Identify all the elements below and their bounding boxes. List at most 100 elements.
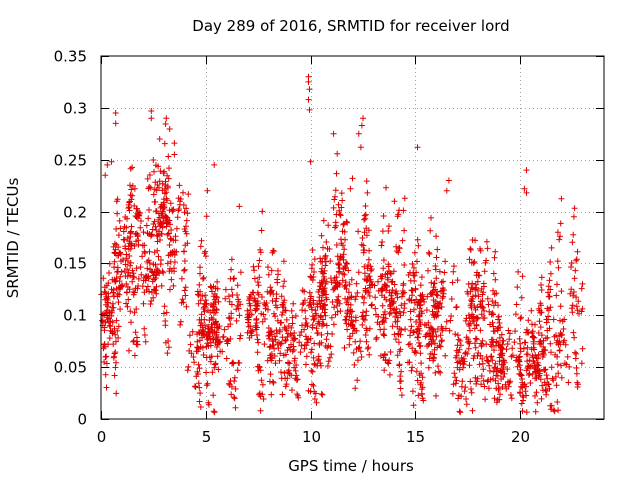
- data-point: [537, 309, 544, 316]
- data-point: [571, 205, 578, 212]
- data-point: [396, 245, 403, 252]
- data-point: [210, 392, 217, 399]
- data-point: [292, 367, 299, 374]
- data-point: [306, 106, 313, 113]
- data-point: [525, 372, 532, 378]
- data-point: [168, 227, 175, 233]
- data-point: [115, 232, 122, 239]
- data-point: [426, 324, 432, 331]
- data-point: [407, 327, 414, 334]
- data-point: [484, 245, 491, 252]
- data-point: [465, 345, 472, 352]
- data-point: [477, 247, 484, 254]
- data-point: [157, 168, 164, 175]
- data-point: [173, 225, 180, 232]
- data-point: [165, 175, 172, 182]
- data-point: [186, 332, 193, 339]
- data-point: [200, 352, 207, 358]
- data-point: [133, 334, 140, 341]
- data-point: [428, 291, 435, 298]
- data-point: [320, 244, 326, 251]
- data-point: [304, 339, 311, 346]
- data-point: [233, 306, 240, 313]
- data-point: [428, 214, 434, 221]
- data-point: [275, 345, 282, 352]
- data-point: [353, 327, 360, 334]
- data-point: [102, 289, 109, 296]
- data-point: [253, 317, 260, 323]
- data-point: [160, 310, 167, 317]
- data-point: [359, 235, 366, 241]
- data-point: [210, 304, 217, 310]
- data-point: [520, 345, 527, 352]
- data-point: [433, 392, 439, 399]
- data-point: [341, 344, 348, 351]
- data-point: [177, 196, 184, 202]
- data-point: [142, 250, 148, 256]
- data-point: [401, 262, 408, 268]
- data-point: [173, 249, 180, 255]
- data-point: [320, 273, 327, 280]
- data-point: [177, 321, 184, 328]
- data-point: [405, 341, 412, 348]
- data-point: [127, 240, 134, 247]
- data-point: [309, 247, 316, 253]
- data-point: [210, 408, 217, 415]
- data-point: [557, 317, 563, 324]
- data-point: [433, 254, 440, 261]
- data-point: [167, 258, 174, 265]
- data-point: [517, 390, 524, 397]
- data-point: [147, 233, 154, 240]
- x-tick-label: 15: [406, 428, 425, 446]
- data-point: [529, 371, 536, 377]
- data-point: [170, 206, 177, 213]
- data-point: [468, 297, 475, 304]
- data-point: [380, 213, 387, 219]
- data-point: [467, 288, 474, 295]
- data-point: [143, 222, 150, 229]
- data-point: [415, 242, 422, 249]
- data-point: [416, 305, 423, 312]
- data-point: [382, 352, 388, 359]
- data-point: [318, 298, 325, 305]
- data-point: [310, 316, 317, 323]
- data-point: [406, 359, 413, 366]
- data-point: [316, 286, 323, 293]
- data-point: [361, 247, 368, 254]
- data-point: [474, 304, 481, 311]
- data-point: [176, 206, 183, 212]
- data-point: [289, 387, 295, 394]
- data-point: [351, 361, 358, 368]
- data-point: [319, 270, 326, 276]
- data-point: [303, 361, 309, 368]
- data-point: [522, 339, 529, 346]
- data-point: [344, 260, 351, 267]
- data-point: [388, 292, 395, 299]
- data-point: [573, 294, 580, 301]
- data-point: [124, 215, 130, 222]
- data-point: [113, 275, 120, 282]
- data-point: [516, 353, 523, 360]
- data-point: [347, 301, 354, 308]
- data-point: [413, 319, 420, 325]
- data-point: [110, 289, 116, 296]
- data-point: [362, 312, 369, 319]
- data-point: [547, 259, 554, 265]
- data-point: [150, 261, 157, 268]
- data-point: [128, 242, 135, 248]
- data-point: [200, 275, 206, 282]
- data-point: [310, 354, 317, 361]
- data-point: [554, 399, 561, 405]
- data-point: [111, 353, 117, 360]
- data-point: [432, 263, 439, 269]
- data-point: [364, 277, 371, 283]
- data-point: [335, 201, 342, 208]
- data-point: [573, 257, 580, 264]
- data-point: [288, 332, 295, 339]
- data-point: [254, 363, 261, 370]
- data-point: [124, 303, 131, 310]
- data-point: [305, 73, 312, 80]
- data-point: [430, 302, 437, 309]
- data-point: [107, 318, 114, 325]
